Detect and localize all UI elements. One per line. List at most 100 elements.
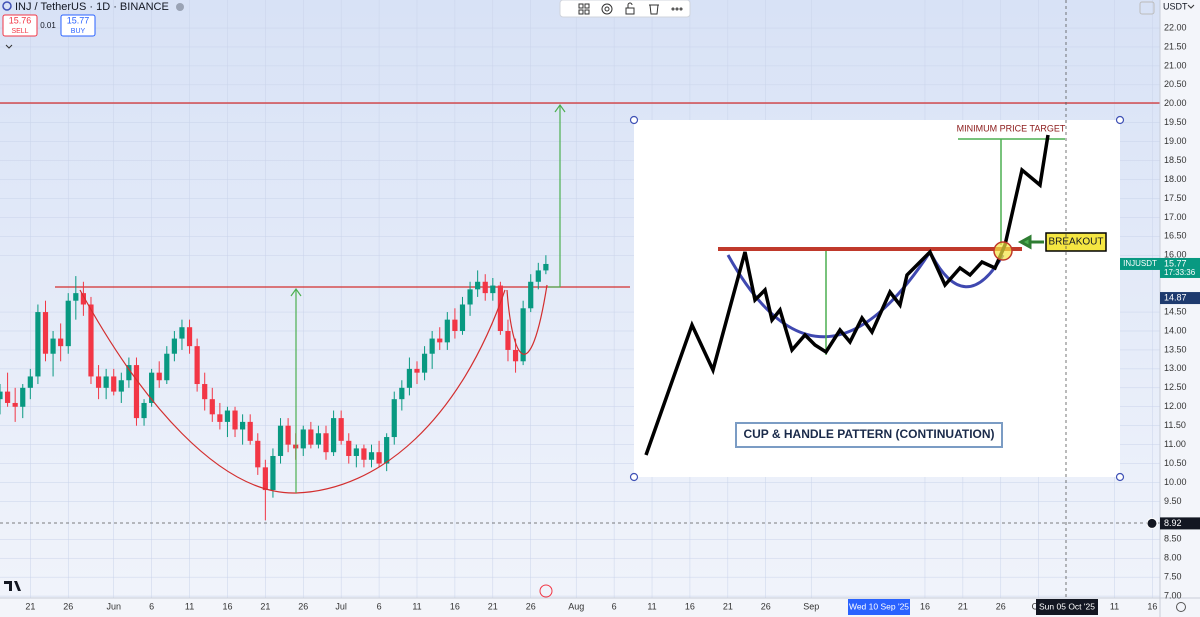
candle-body	[217, 414, 223, 422]
candle-body	[459, 304, 466, 332]
x-tick-label: Jun	[106, 601, 121, 611]
inset-caption: CUP & HANDLE PATTERN (CONTINUATION)	[743, 427, 994, 441]
candle-body	[277, 425, 284, 456]
x-tick-label: 26	[526, 601, 536, 611]
candle-body	[80, 293, 86, 305]
sell-button[interactable]	[2, 14, 38, 37]
spread: 0.01	[40, 21, 56, 30]
candle-body	[528, 281, 534, 309]
x-tick-label: 16	[920, 601, 930, 611]
y-tick-label: 12.00	[1164, 401, 1187, 411]
x-tick-label: 26	[63, 601, 73, 611]
symbol-tag	[1120, 257, 1160, 270]
x-tick-label: 16	[685, 601, 695, 611]
y-tick-label: 22.00	[1164, 22, 1187, 32]
y-tick-label: 12.50	[1164, 382, 1187, 392]
x-tick-label: 21	[723, 601, 733, 611]
candle-body	[543, 263, 549, 271]
candle-body	[58, 338, 64, 347]
candle-body	[88, 304, 94, 377]
y-tick-label: 19.50	[1164, 117, 1187, 127]
events-icon[interactable]	[539, 584, 553, 598]
y-tick-label: 8.50	[1164, 534, 1182, 544]
y-tick-label: 17.50	[1164, 193, 1187, 203]
candle-body	[437, 338, 443, 343]
x-tick-label: 16	[222, 601, 232, 611]
candle-body	[12, 402, 18, 407]
candle-body	[171, 338, 177, 354]
candle-body	[35, 312, 41, 377]
y-tick-label: 8.00	[1164, 553, 1182, 563]
x-tick-label: 11	[185, 601, 194, 611]
y-tick-label: 13.50	[1164, 344, 1187, 354]
candle-body	[111, 376, 117, 392]
candle-body	[73, 293, 79, 301]
x-tick-label: Aug	[568, 601, 584, 611]
candle-body	[330, 418, 337, 453]
buy-button[interactable]	[60, 14, 96, 37]
inset-breakout-label: BREAKOUT	[1048, 237, 1103, 248]
y-tick-label: 20.00	[1164, 98, 1187, 108]
candle-body	[156, 372, 162, 381]
crosshair-date: Wed 10 Sep '25	[849, 601, 909, 611]
x-tick-label: 26	[996, 601, 1006, 611]
candle-body	[149, 372, 155, 403]
y-tick-label: 14.50	[1164, 306, 1187, 316]
candle-body	[399, 387, 405, 400]
candle-body	[353, 448, 359, 456]
y-tick-label: 7.00	[1164, 590, 1182, 600]
crosshair-add	[1146, 517, 1158, 529]
candle-body	[368, 452, 375, 460]
candle-body	[20, 387, 26, 407]
candle-body	[467, 289, 473, 305]
y-tick-label: 17.00	[1164, 212, 1187, 222]
candle-body	[42, 312, 49, 354]
candle-body	[414, 368, 420, 373]
candle-body	[475, 281, 481, 290]
candle-body	[194, 346, 200, 385]
drawing-tools[interactable]	[578, 2, 683, 15]
x-tick-label: 6	[377, 601, 382, 611]
candle-body	[361, 448, 367, 460]
axis-settings[interactable]	[1176, 602, 1186, 612]
status-dot	[176, 3, 184, 11]
collapse-icon[interactable]	[5, 44, 13, 49]
inset-price-path	[644, 134, 1050, 456]
axis-labels: 22.00 21.50 21.00 20.50 20.00 19.50 19.00 18.50…	[25, 22, 1186, 611]
handle-curve	[506, 284, 548, 355]
sell-label: SELL	[11, 28, 28, 35]
candle-body	[338, 418, 344, 441]
candle-body	[179, 327, 185, 339]
candle-body	[520, 308, 526, 362]
x-tick-label: 21	[488, 601, 498, 611]
crosshair-date: Sun 05 Oct '25	[1039, 601, 1095, 611]
x-tick-label: 26	[761, 601, 771, 611]
symbol-icon	[2, 1, 12, 11]
candle-body	[270, 455, 276, 491]
x-tick-label: Sep	[803, 601, 819, 611]
y-tick-label: 7.50	[1164, 572, 1182, 582]
candle-body	[300, 429, 306, 449]
candle-body	[376, 452, 382, 464]
candle-body	[126, 365, 132, 381]
inset-caption-box	[735, 422, 1003, 448]
candle-body	[482, 281, 488, 294]
candle-body	[391, 399, 397, 438]
inset-target-label: MINIMUM PRICE TARGET	[957, 123, 1066, 133]
candle-body	[323, 433, 329, 453]
settings-icon[interactable]	[1139, 1, 1155, 15]
inset-arrow	[1017, 234, 1044, 250]
x-tick-label: 11	[647, 601, 656, 611]
candle-body	[285, 425, 291, 445]
candle-body	[224, 410, 231, 422]
currency-menu[interactable]	[1187, 4, 1195, 9]
x-tick-label: 6	[612, 601, 617, 611]
crosshair-date-box	[1036, 599, 1098, 615]
candle-body	[95, 376, 102, 388]
y-tick-label: 21.00	[1164, 60, 1187, 70]
candle-body	[406, 368, 413, 388]
price-axis	[1160, 0, 1200, 617]
price-tag-time: 17:33:36	[1164, 268, 1196, 277]
